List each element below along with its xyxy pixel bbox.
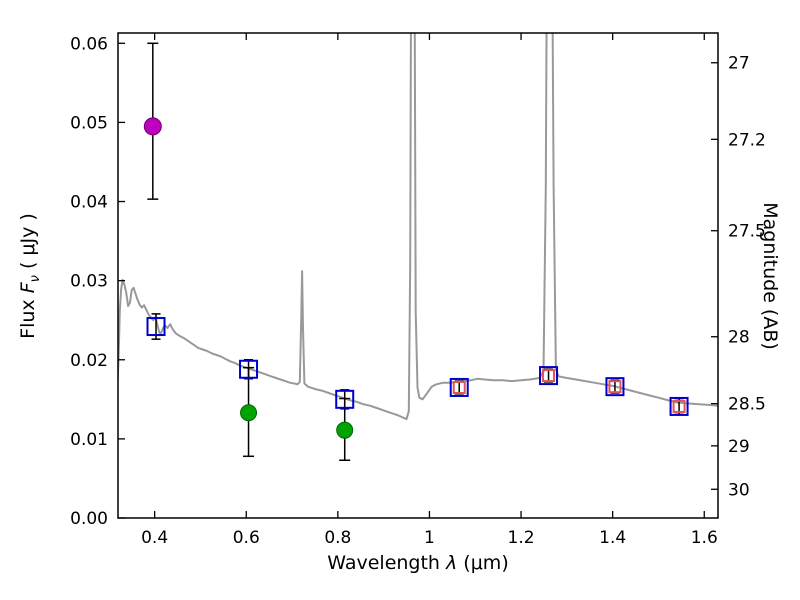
y-tick-label-flux: 0.03 bbox=[70, 272, 108, 292]
spectrum-line bbox=[118, 33, 718, 421]
x-tick-label: 1.6 bbox=[691, 528, 718, 548]
y-tick-label-mag: 28 bbox=[728, 328, 750, 348]
circle-marker bbox=[143, 117, 162, 136]
x-axis-label: Wavelength λ (μm) bbox=[327, 552, 508, 574]
circle-marker bbox=[336, 421, 354, 439]
y-tick-label-mag: 28.5 bbox=[728, 395, 766, 415]
x-axis-unit: (μm) bbox=[457, 552, 509, 574]
blue-square-marker bbox=[605, 377, 625, 397]
y-axis-label-right: Magnitude (AB) bbox=[759, 202, 781, 350]
x-tick-label: 1.4 bbox=[599, 528, 626, 548]
y-tick-label-flux: 0.05 bbox=[70, 113, 108, 133]
nu-subscript: ν bbox=[27, 275, 43, 283]
y-tick-label-mag: 30 bbox=[728, 480, 750, 500]
blue-square-marker bbox=[539, 366, 559, 386]
flux-unit: ( μJy ) bbox=[17, 213, 40, 276]
flux-symbol: F bbox=[17, 282, 40, 294]
red-square-marker bbox=[672, 399, 686, 413]
y-tick-label-mag: 29 bbox=[728, 437, 750, 457]
lambda-symbol: λ bbox=[446, 552, 458, 574]
blue-square-marker bbox=[239, 359, 259, 379]
x-axis-label-text: Wavelength bbox=[327, 552, 447, 574]
y-tick-label-flux: 0.04 bbox=[70, 193, 108, 213]
x-tick-label: 1.2 bbox=[508, 528, 535, 548]
circle-marker bbox=[240, 404, 258, 422]
y-tick-label-flux: 0.06 bbox=[70, 34, 108, 54]
red-square-marker bbox=[608, 380, 622, 394]
blue-square-marker bbox=[669, 396, 689, 416]
x-tick-label: 0.4 bbox=[141, 528, 168, 548]
red-square-marker bbox=[452, 380, 466, 394]
flux-label-text: Flux bbox=[17, 293, 40, 339]
y-tick-label-flux: 0.02 bbox=[70, 351, 108, 371]
blue-square-marker bbox=[449, 377, 469, 397]
y-axis-label-left: Flux Fν ( μJy ) bbox=[17, 213, 43, 339]
y-tick-label-mag: 27 bbox=[728, 54, 750, 74]
axis-box bbox=[117, 32, 719, 519]
blue-square-marker bbox=[335, 389, 355, 409]
y-tick-label-flux: 0.01 bbox=[70, 430, 108, 450]
red-square-marker bbox=[542, 369, 556, 383]
x-tick-label: 0.8 bbox=[324, 528, 351, 548]
blue-square-marker bbox=[146, 317, 166, 337]
x-tick-label: 1 bbox=[424, 528, 435, 548]
y-tick-label-flux: 0.00 bbox=[70, 509, 108, 529]
y-tick-label-mag: 27.5 bbox=[728, 222, 766, 242]
x-tick-label: 0.6 bbox=[233, 528, 260, 548]
y-tick-label-mag: 27.2 bbox=[728, 130, 766, 150]
